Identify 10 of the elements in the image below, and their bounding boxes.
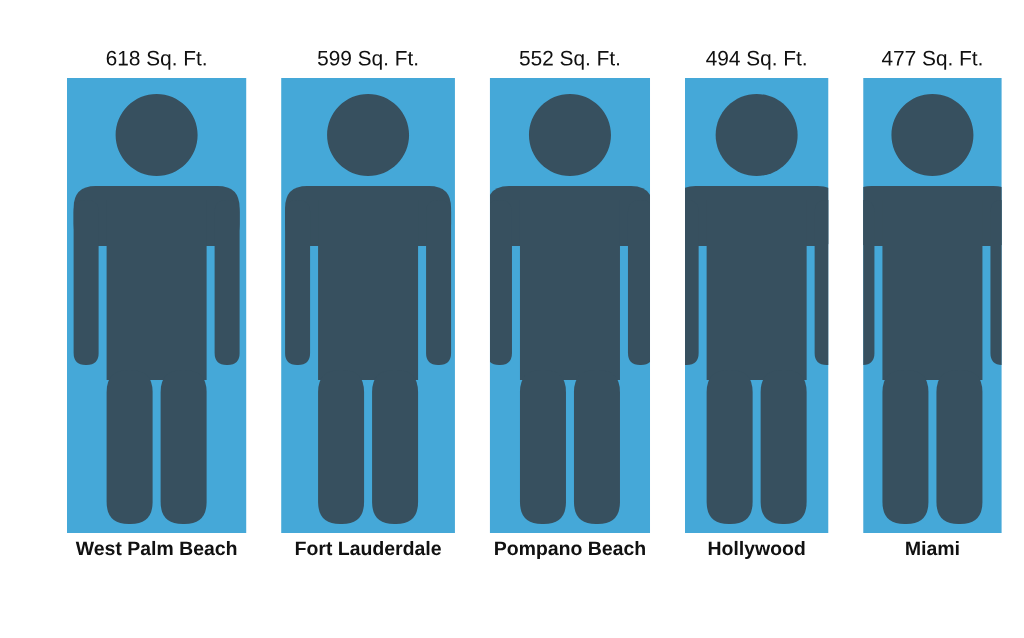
data-label: 552 Sq. Ft. <box>519 50 620 70</box>
data-label: 599 Sq. Ft. <box>317 50 418 70</box>
category-label: Fort Lauderdale <box>295 540 441 556</box>
data-label: 477 Sq. Ft. <box>881 50 982 70</box>
category-label: West Palm Beach <box>75 540 237 556</box>
data-label: 618 Sq. Ft. <box>106 50 206 70</box>
category-label: Pompano Beach <box>495 540 645 560</box>
data-label: 494 Sq. Ft. <box>706 50 806 70</box>
category-label: Hollywood <box>708 540 805 560</box>
category-label: Miami <box>906 540 959 556</box>
